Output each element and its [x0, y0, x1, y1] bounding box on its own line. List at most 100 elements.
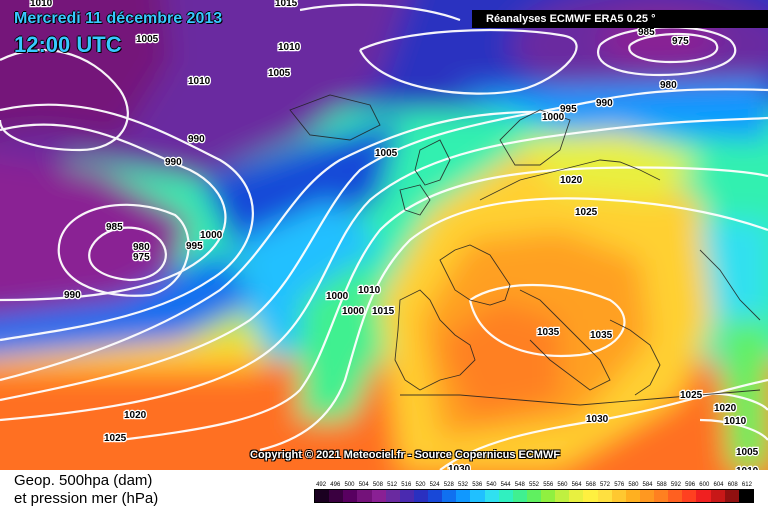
- color-scale-label: 552: [529, 482, 540, 487]
- color-scale-labels: 492 496 500 504 508 512 516 520 524 528 532 536 540 5…: [316, 482, 753, 487]
- color-scale-swatch: [597, 490, 612, 502]
- color-scale-label: 596: [685, 482, 696, 487]
- isobar-label: 1010: [736, 466, 759, 470]
- color-scale-label: 516: [401, 482, 412, 487]
- isobar-label: 990: [188, 134, 205, 145]
- color-scale-label: 496: [330, 482, 341, 487]
- isobar-label: 1010: [30, 0, 53, 9]
- color-scale-swatch: [442, 490, 457, 502]
- color-scale-label: 500: [344, 482, 355, 487]
- color-scale-swatch: [498, 490, 513, 502]
- isobar-label: 1010: [278, 42, 301, 53]
- color-scale-swatch: [555, 490, 570, 502]
- color-scale-label: 492: [316, 482, 327, 487]
- color-scale-label: 548: [515, 482, 526, 487]
- isobar-label: 995: [186, 241, 203, 252]
- color-scale-swatch: [428, 490, 443, 502]
- color-scale-swatch: [569, 490, 584, 502]
- isobar-label: 1010: [188, 76, 211, 87]
- color-scale-swatch: [484, 490, 499, 502]
- color-scale-label: 524: [430, 482, 441, 487]
- isobar-label: 1000: [200, 230, 223, 241]
- color-scale-label: 612: [742, 482, 753, 487]
- color-scale-swatch: [357, 490, 372, 502]
- color-scale-swatch: [343, 490, 358, 502]
- color-scale-label: 556: [543, 482, 554, 487]
- isobar-label: 1000: [342, 306, 365, 317]
- isobar-label: 1035: [537, 327, 560, 338]
- color-scale-swatch: [583, 490, 598, 502]
- isobar-label: 1000: [542, 112, 565, 123]
- color-scale-label: 576: [614, 482, 625, 487]
- color-scale-swatch: [456, 490, 471, 502]
- isobar-label: 985: [638, 27, 655, 38]
- isobar-label: 990: [165, 157, 182, 168]
- color-scale-label: 572: [600, 482, 611, 487]
- color-scale-label: 568: [586, 482, 597, 487]
- color-scale-label: 508: [373, 482, 384, 487]
- color-scale-label: 600: [699, 482, 710, 487]
- isobars: [0, 3, 768, 470]
- color-scale-swatch: [738, 490, 753, 502]
- color-scale-swatch: [724, 490, 739, 502]
- coastlines: [289, 94, 761, 406]
- copyright-notice: Copyright © 2021 Meteociel.fr - Source C…: [250, 449, 561, 461]
- isobar-label: 1005: [375, 148, 398, 159]
- isobar-label: 1005: [268, 68, 291, 79]
- color-scale-label: 520: [415, 482, 426, 487]
- isobar-label: 1030: [448, 464, 471, 470]
- color-scale-swatch: [512, 490, 527, 502]
- color-scale-swatch: [541, 490, 556, 502]
- isobar-label: 1005: [736, 447, 759, 458]
- isobar-label: 1010: [724, 416, 747, 427]
- color-scale-label: 532: [458, 482, 469, 487]
- isobar-label: 1035: [590, 330, 613, 341]
- isobar-label: 990: [64, 290, 81, 301]
- color-scale-swatch: [682, 490, 697, 502]
- geopotential-field: [0, 0, 768, 470]
- color-scale-swatch: [611, 490, 626, 502]
- color-scale-label: 604: [713, 482, 724, 487]
- color-scale-bar: [314, 489, 754, 503]
- color-scale-label: 512: [387, 482, 398, 487]
- color-scale-label: 560: [557, 482, 568, 487]
- isobar-label: 1010: [358, 285, 381, 296]
- legend-title-geopotential: Geop. 500hpa (dam): [14, 472, 153, 489]
- color-scale-swatch: [315, 490, 330, 502]
- color-scale-swatch: [526, 490, 541, 502]
- isobar-label: 1000: [326, 291, 349, 302]
- color-scale-swatch: [385, 490, 400, 502]
- isobar-label: 1030: [586, 414, 609, 425]
- color-scale-label: 504: [359, 482, 370, 487]
- color-scale-swatch: [639, 490, 654, 502]
- color-scale-swatch: [399, 490, 414, 502]
- isobar-label: 1005: [136, 34, 159, 45]
- isobar-label: 985: [106, 222, 123, 233]
- color-scale-label: 540: [486, 482, 497, 487]
- isobar-label: 975: [672, 36, 689, 47]
- color-scale-swatch: [470, 490, 485, 502]
- color-scale-swatch: [696, 490, 711, 502]
- map-date: Mercredi 11 décembre 2013: [14, 10, 223, 27]
- color-scale-swatch: [668, 490, 683, 502]
- color-scale-swatch: [329, 490, 344, 502]
- isobar-label: 1020: [714, 403, 737, 414]
- isobar-label: 1020: [560, 175, 583, 186]
- isobar-label: 980: [660, 80, 677, 91]
- color-scale-label: 580: [628, 482, 639, 487]
- color-scale-label: 592: [671, 482, 682, 487]
- color-scale-swatch: [625, 490, 640, 502]
- color-scale-swatch: [413, 490, 428, 502]
- isobar-label: 1025: [575, 207, 598, 218]
- isobar-label: 1020: [124, 410, 147, 421]
- map-time: 12:00 UTC: [14, 32, 122, 57]
- color-scale-label: 584: [642, 482, 653, 487]
- isobar-label: 1025: [104, 433, 127, 444]
- legend-title-pressure: et pression mer (hPa): [14, 490, 159, 507]
- isobar-label: 995: [560, 104, 577, 115]
- color-scale-label: 588: [657, 482, 668, 487]
- source-label: Réanalyses ECMWF ERA5 0.25 °: [472, 10, 768, 28]
- isobar-label: 1015: [372, 306, 395, 317]
- color-scale-label: 544: [501, 482, 512, 487]
- weather-map: 1010 1005 1015 1010 1005 1010 990 990 10…: [0, 0, 768, 470]
